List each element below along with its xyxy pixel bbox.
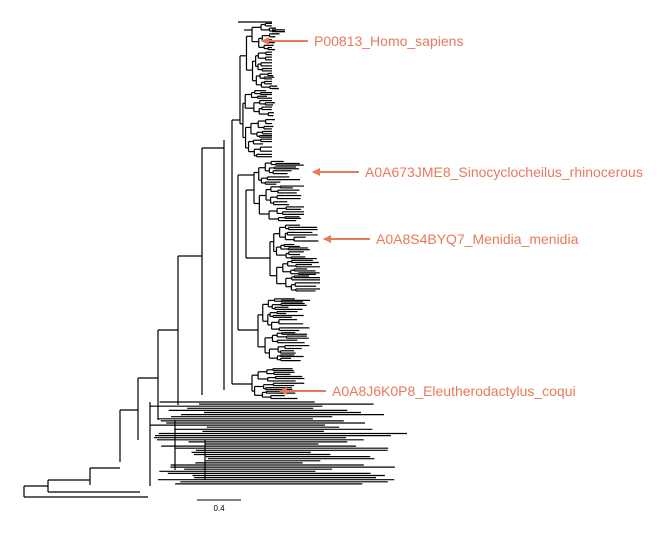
scale-bar-label: 0.4 — [213, 504, 225, 513]
annotation-meni: A0A8S4BYQ7_Menidia_menidia — [323, 231, 579, 247]
annotation-label: P00813_Homo_sapiens — [314, 33, 463, 49]
annotation-label: A0A8J6K0P8_Eleutherodactylus_coqui — [332, 383, 576, 399]
scale-bar: 0.4 — [197, 499, 241, 513]
annotation-homo: P00813_Homo_sapiens — [261, 33, 463, 49]
annotation-eleu: A0A8J6K0P8_Eleutherodactylus_coqui — [279, 383, 576, 399]
annotation-label: A0A8S4BYQ7_Menidia_menidia — [376, 231, 579, 247]
tree-branches — [23, 21, 407, 498]
annotation-label: A0A673JME8_Sinocyclocheilus_rhinocerous — [365, 164, 643, 180]
annotation-sino: A0A673JME8_Sinocyclocheilus_rhinocerous — [312, 164, 643, 180]
